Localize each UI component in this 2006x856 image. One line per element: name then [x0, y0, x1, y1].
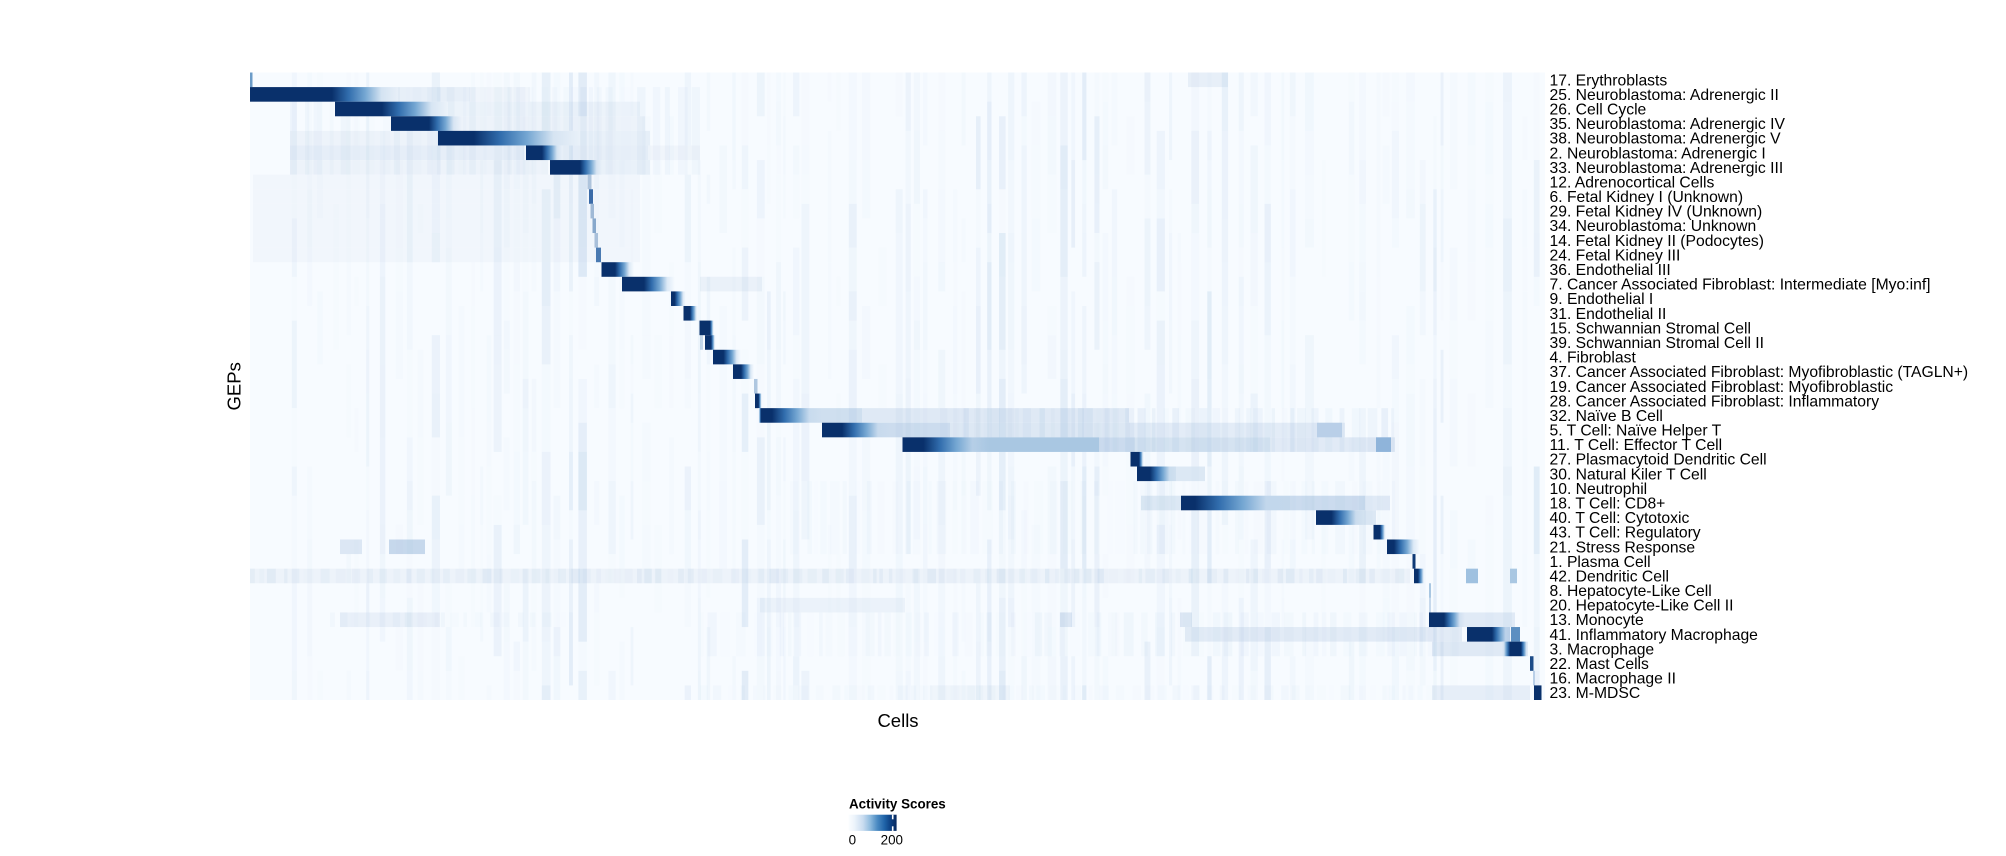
- svg-text:0: 0: [849, 833, 856, 848]
- svg-text:36. Endothelial III: 36. Endothelial III: [1550, 262, 1671, 279]
- svg-text:8. Hepatocyte-Like Cell: 8. Hepatocyte-Like Cell: [1550, 583, 1712, 600]
- svg-text:19. Cancer Associated Fibrobla: 19. Cancer Associated Fibroblast: Myofib…: [1550, 379, 1894, 396]
- svg-text:37. Cancer Associated Fibrobla: 37. Cancer Associated Fibroblast: Myofib…: [1550, 364, 1969, 381]
- svg-text:43. T Cell: Regulatory: 43. T Cell: Regulatory: [1550, 525, 1701, 542]
- svg-text:27. Plasmacytoid Dendritic Cel: 27. Plasmacytoid Dendritic Cell: [1550, 452, 1767, 469]
- svg-text:22. Mast Cells: 22. Mast Cells: [1550, 656, 1650, 673]
- svg-text:38. Neuroblastoma: Adrenergic: 38. Neuroblastoma: Adrenergic V: [1550, 131, 1782, 148]
- svg-text:30. Natural Kiler T Cell: 30. Natural Kiler T Cell: [1550, 466, 1707, 483]
- svg-text:25. Neuroblastoma: Adrenergic: 25. Neuroblastoma: Adrenergic II: [1550, 87, 1779, 104]
- svg-text:29. Fetal Kidney IV (Unknown): 29. Fetal Kidney IV (Unknown): [1550, 204, 1763, 221]
- svg-text:42. Dendritic Cell: 42. Dendritic Cell: [1550, 568, 1669, 585]
- svg-text:2. Neuroblastoma: Adrenergic I: 2. Neuroblastoma: Adrenergic I: [1550, 145, 1766, 162]
- svg-text:12. Adrenocortical Cells: 12. Adrenocortical Cells: [1550, 174, 1715, 191]
- svg-text:40. T Cell: Cytotoxic: 40. T Cell: Cytotoxic: [1550, 510, 1690, 527]
- svg-text:28. Cancer Associated Fibrobla: 28. Cancer Associated Fibroblast: Inflam…: [1550, 393, 1880, 410]
- svg-text:10. Neutrophil: 10. Neutrophil: [1550, 481, 1648, 498]
- svg-text:15. Schwannian Stromal Cell: 15. Schwannian Stromal Cell: [1550, 320, 1751, 337]
- svg-text:20. Hepatocyte-Like Cell II: 20. Hepatocyte-Like Cell II: [1550, 598, 1734, 615]
- svg-text:Cells: Cells: [877, 710, 918, 731]
- svg-text:23. M-MDSC: 23. M-MDSC: [1550, 685, 1641, 702]
- svg-text:33. Neuroblastoma: Adrenergic: 33. Neuroblastoma: Adrenergic III: [1550, 160, 1784, 177]
- svg-text:4. Fibroblast: 4. Fibroblast: [1550, 350, 1637, 367]
- svg-text:18. T Cell: CD8+: 18. T Cell: CD8+: [1550, 495, 1666, 512]
- svg-text:1. Plasma Cell: 1. Plasma Cell: [1550, 554, 1651, 571]
- svg-text:200: 200: [881, 833, 903, 848]
- svg-text:3. Macrophage: 3. Macrophage: [1550, 641, 1655, 658]
- svg-text:41. Inflammatory Macrophage: 41. Inflammatory Macrophage: [1550, 627, 1759, 644]
- svg-text:6. Fetal Kidney I (Unknown): 6. Fetal Kidney I (Unknown): [1550, 189, 1744, 206]
- svg-text:9. Endothelial I: 9. Endothelial I: [1550, 291, 1654, 308]
- svg-text:35. Neuroblastoma: Adrenergic: 35. Neuroblastoma: Adrenergic IV: [1550, 116, 1786, 133]
- svg-text:13. Monocyte: 13. Monocyte: [1550, 612, 1644, 629]
- svg-text:5. T Cell: Naïve Helper T: 5. T Cell: Naïve Helper T: [1550, 423, 1722, 440]
- svg-text:16. Macrophage II: 16. Macrophage II: [1550, 671, 1676, 688]
- svg-text:11. T Cell: Effector T Cell: 11. T Cell: Effector T Cell: [1550, 437, 1723, 454]
- svg-text:26. Cell Cycle: 26. Cell Cycle: [1550, 101, 1647, 118]
- svg-text:17. Erythroblasts: 17. Erythroblasts: [1550, 72, 1668, 89]
- svg-text:24. Fetal Kidney III: 24. Fetal Kidney III: [1550, 247, 1681, 264]
- svg-text:GEPs: GEPs: [224, 362, 245, 410]
- svg-text:39. Schwannian Stromal Cell II: 39. Schwannian Stromal Cell II: [1550, 335, 1765, 352]
- svg-text:21. Stress Response: 21. Stress Response: [1550, 539, 1696, 556]
- svg-text:34. Neuroblastoma: Unknown: 34. Neuroblastoma: Unknown: [1550, 218, 1757, 235]
- svg-text:31. Endothelial II: 31. Endothelial II: [1550, 306, 1667, 323]
- svg-text:Activity Scores: Activity Scores: [849, 797, 946, 812]
- svg-text:7. Cancer Associated Fibroblas: 7. Cancer Associated Fibroblast: Interme…: [1550, 277, 1931, 294]
- svg-text:14. Fetal Kidney II (Podocytes: 14. Fetal Kidney II (Podocytes): [1550, 233, 1765, 250]
- svg-text:32. Naïve B Cell: 32. Naïve B Cell: [1550, 408, 1663, 425]
